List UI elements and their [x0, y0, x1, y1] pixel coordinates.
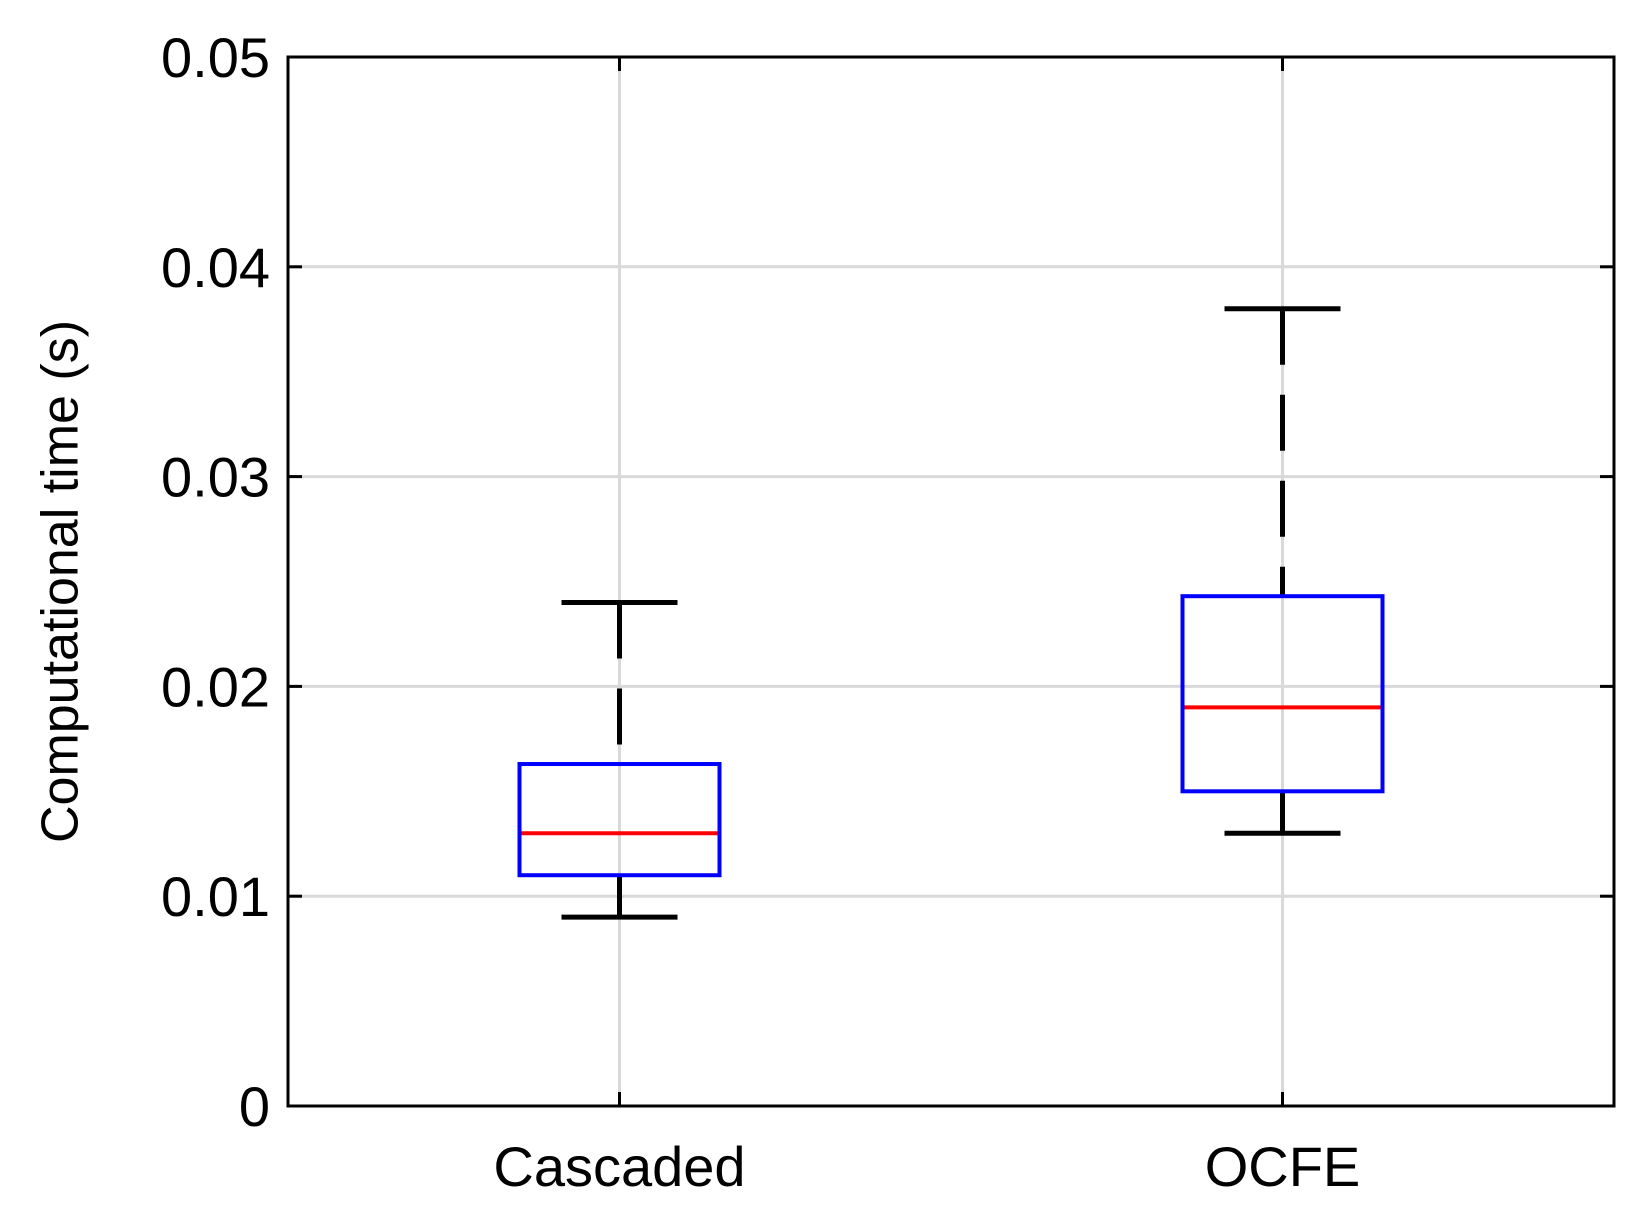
grid-lines [288, 57, 1614, 1106]
box-cascaded [517, 599, 722, 920]
y-tick-label: 0.02 [161, 655, 270, 718]
x-tick-label: Cascaded [493, 1135, 745, 1198]
box-series [517, 306, 1385, 920]
axis-ticks [288, 55, 1614, 1108]
y-tick-label: 0.03 [161, 446, 270, 509]
axis-labels: 0 0.01 0.02 0.03 0.04 0.05 Cascaded OCFE [161, 26, 1360, 1198]
box-ocfe [1180, 306, 1385, 836]
y-tick-label: 0.05 [161, 26, 270, 89]
y-tick-label: 0 [239, 1075, 270, 1138]
x-tick-label: OCFE [1205, 1135, 1361, 1198]
y-tick-label: 0.01 [161, 865, 270, 928]
iqr-box [1180, 594, 1385, 794]
y-axis-title: Computational time (s) [32, 320, 90, 843]
plot-frame [286, 55, 1616, 1108]
iqr-box [517, 762, 722, 878]
y-tick-label: 0.04 [161, 236, 270, 299]
